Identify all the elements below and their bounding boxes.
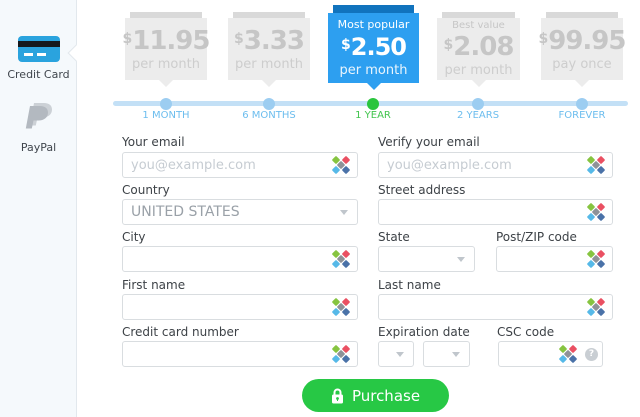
plan-price: $11.95 <box>122 26 211 56</box>
last-name-input[interactable] <box>378 294 613 320</box>
credit-card-label: Credit Card <box>7 68 70 81</box>
form-filler-icon[interactable] <box>558 344 578 364</box>
plan-pointer <box>575 80 589 87</box>
street-address-input[interactable] <box>378 199 613 225</box>
credit-card-icon <box>17 36 60 62</box>
first-name-label: First name <box>122 278 186 292</box>
state-select[interactable] <box>378 246 475 272</box>
plan-pointer <box>471 80 486 87</box>
slider-dot-forever[interactable] <box>576 98 588 110</box>
form-filler-icon[interactable] <box>331 155 351 175</box>
plan-period: per month <box>235 57 303 72</box>
csc-label: CSC code <box>497 325 555 339</box>
plan-price: $2.08 <box>443 32 515 62</box>
your-email-input[interactable] <box>122 152 358 178</box>
plan-price: $3.33 <box>234 26 305 56</box>
purchase-button-label: Purchase <box>351 386 421 405</box>
form-filler-icon[interactable] <box>331 249 351 269</box>
plan-pointer <box>262 80 276 87</box>
chevron-down-icon <box>452 352 460 357</box>
plan-tile-forever[interactable]: $99.95 pay once <box>538 12 627 87</box>
duration-label-forever[interactable]: FOREVER <box>558 110 606 121</box>
lock-icon <box>331 388 343 403</box>
plan-badge: Best value <box>452 20 505 31</box>
plan-price: $99.95 <box>538 26 627 56</box>
plan-pointer <box>366 83 381 90</box>
form-filler-icon[interactable] <box>586 297 606 317</box>
form-filler-icon[interactable] <box>586 155 606 175</box>
city-input[interactable] <box>122 246 358 272</box>
form-filler-icon[interactable] <box>331 297 351 317</box>
purchase-button[interactable]: Purchase <box>302 379 449 412</box>
slider-dot-6-months[interactable] <box>263 98 275 110</box>
plan-tile-6-months[interactable]: $3.33 per month <box>228 12 310 87</box>
last-name-label: Last name <box>378 278 441 292</box>
state-label: State <box>378 230 410 244</box>
city-label: City <box>122 230 146 244</box>
form-filler-icon[interactable] <box>586 202 606 222</box>
duration-label-2-years[interactable]: 2 YEARS <box>456 110 500 121</box>
chevron-down-icon <box>396 352 404 357</box>
plan-period: pay once <box>552 57 612 72</box>
expiration-year-select[interactable] <box>423 341 470 367</box>
your-email-label: Your email <box>122 135 185 149</box>
duration-label-6-months[interactable]: 6 MONTHS <box>242 110 296 121</box>
country-select[interactable]: UNITED STATES <box>122 199 358 225</box>
duration-label-1-month[interactable]: 1 MONTH <box>142 110 190 121</box>
sidebar-item-paypal[interactable]: PayPal <box>0 101 77 154</box>
verify-email-label: Verify your email <box>378 135 480 149</box>
card-number-input[interactable] <box>122 341 358 367</box>
card-number-label: Credit card number <box>122 325 239 339</box>
sidebar-item-credit-card[interactable]: Credit Card <box>0 36 77 81</box>
plan-price: $2.50 <box>341 32 407 61</box>
plan-tile-1-year-selected[interactable]: Most popular $2.50 per month <box>328 5 419 90</box>
country-label: Country <box>122 183 170 197</box>
zip-label: Post/ZIP code <box>496 230 577 244</box>
plan-period: per month <box>444 63 513 78</box>
country-selected-value: UNITED STATES <box>131 204 240 220</box>
paypal-icon <box>25 103 52 129</box>
first-name-input[interactable] <box>122 294 358 320</box>
plan-badge: Most popular <box>337 17 410 31</box>
slider-dot-1-month[interactable] <box>160 98 172 110</box>
expiration-label: Expiration date <box>378 325 470 339</box>
street-address-label: Street address <box>378 183 466 197</box>
payment-method-sidebar: Credit Card PayPal <box>0 0 77 417</box>
paypal-label: PayPal <box>20 141 57 154</box>
slider-dot-1-year-active[interactable] <box>367 98 379 110</box>
verify-email-input[interactable] <box>378 152 613 178</box>
slider-dot-2-years[interactable] <box>472 98 484 110</box>
form-filler-icon[interactable] <box>331 344 351 364</box>
chevron-down-icon <box>340 210 348 215</box>
csc-help-icon[interactable]: ? <box>585 348 598 361</box>
chevron-down-icon <box>457 257 465 262</box>
plan-tile-2-years[interactable]: Best value $2.08 per month <box>437 12 520 87</box>
plan-period: per month <box>339 62 408 78</box>
plan-period: per month <box>132 57 200 72</box>
plan-tile-1-month[interactable]: $11.95 per month <box>122 12 211 87</box>
duration-label-1-year[interactable]: 1 YEAR <box>355 110 391 121</box>
plan-pointer <box>159 80 173 87</box>
zip-input[interactable] <box>496 246 613 272</box>
expiration-month-select[interactable] <box>378 341 414 367</box>
form-filler-icon[interactable] <box>586 249 606 269</box>
